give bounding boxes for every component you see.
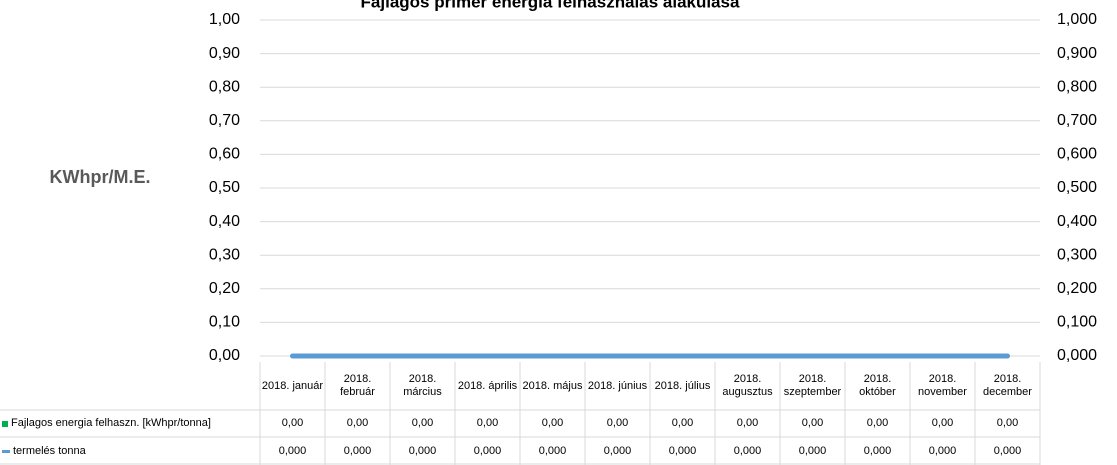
legend-entry: Fajlagos energia felhaszn. [kWhpr/tonna] xyxy=(0,410,260,437)
legend-key xyxy=(2,420,8,427)
data-table-value: 0,000 xyxy=(928,444,957,457)
y-axis-label: KWhpr/M.E. xyxy=(50,167,151,187)
y2-tick-label: 0,700 xyxy=(1057,112,1097,129)
y-tick-label: 0,60 xyxy=(209,146,240,163)
y2-tick-label: 0,600 xyxy=(1057,146,1097,163)
y-tick-label: 0,90 xyxy=(209,45,240,62)
data-table-value: 0,00 xyxy=(411,417,434,429)
y-tick-label: 0,30 xyxy=(209,246,240,263)
data-table-value: 0,000 xyxy=(343,444,372,457)
data-table-value: 0,000 xyxy=(278,444,307,457)
y-tick-label: 0,50 xyxy=(209,179,240,196)
y2-tick-label: 0,500 xyxy=(1057,179,1097,196)
category-label: 2018. május xyxy=(522,379,583,392)
data-table-value: 0,000 xyxy=(603,444,632,457)
category-label: 2018. január xyxy=(261,379,324,392)
legend-entry: termelés tonna xyxy=(0,437,260,465)
data-table-value: 0,000 xyxy=(798,444,827,457)
category-label: 2018. március xyxy=(403,373,442,398)
chart-title: Fajlagos primer energia felhasználás ala… xyxy=(361,0,740,11)
y2-tick-label: 0,300 xyxy=(1057,246,1097,263)
y2-tick-label: 0,100 xyxy=(1057,314,1097,331)
y2-tick-label: 0,900 xyxy=(1057,45,1097,62)
data-table-value: 0,00 xyxy=(931,417,954,429)
y2-tick-label: 0,200 xyxy=(1057,280,1097,297)
data-table-value: 0,00 xyxy=(476,417,499,429)
y-tick-label: 0,40 xyxy=(209,213,240,230)
category-label: 2018. október xyxy=(859,373,896,398)
y-tick-label: 0,70 xyxy=(209,112,240,129)
category-label: 2018. augusztus xyxy=(722,373,773,398)
legend-text: termelés tonna xyxy=(13,444,86,457)
y-tick-label: 0,10 xyxy=(209,314,240,331)
data-table-value: 0,00 xyxy=(346,417,369,429)
data-table-value: 0,000 xyxy=(733,444,762,457)
category-label: 2018. december xyxy=(983,373,1032,398)
y-tick-label: 0,80 xyxy=(209,78,240,95)
category-label: 2018. szeptember xyxy=(783,373,842,398)
y2-tick-label: 1,000 xyxy=(1057,11,1097,28)
data-table-value: 0,000 xyxy=(863,444,892,457)
data-table-value: 0,000 xyxy=(668,444,697,457)
data-table-value: 0,000 xyxy=(473,444,502,457)
category-label: 2018. november xyxy=(918,373,967,398)
data-table-value: 0,00 xyxy=(671,417,694,429)
category-label: 2018. július xyxy=(654,379,711,392)
legend-key xyxy=(2,449,10,453)
data-table-value: 0,00 xyxy=(736,417,759,429)
category-label: 2018. június xyxy=(587,379,648,392)
y2-tick-label: 0,000 xyxy=(1057,347,1097,364)
data-table-value: 0,00 xyxy=(866,417,889,429)
data-table-value: 0,00 xyxy=(801,417,824,429)
y2-tick-label: 0,800 xyxy=(1057,78,1097,95)
category-label: 2018. április xyxy=(457,379,518,392)
data-table-value: 0,00 xyxy=(606,417,629,429)
y-tick-label: 1,00 xyxy=(209,11,240,28)
category-label: 2018. február xyxy=(340,373,375,398)
data-table-value: 0,000 xyxy=(993,444,1022,457)
data-table-value: 0,00 xyxy=(996,417,1019,429)
data-table-value: 0,00 xyxy=(281,417,304,429)
y-tick-label: 0,00 xyxy=(209,347,240,364)
data-table-value: 0,000 xyxy=(538,444,567,457)
y2-tick-label: 0,400 xyxy=(1057,213,1097,230)
y-tick-label: 0,20 xyxy=(209,280,240,297)
data-table-value: 0,000 xyxy=(408,444,437,457)
legend-text: Fajlagos energia felhaszn. [kWhpr/tonna] xyxy=(11,417,211,429)
data-table-value: 0,00 xyxy=(541,417,564,429)
